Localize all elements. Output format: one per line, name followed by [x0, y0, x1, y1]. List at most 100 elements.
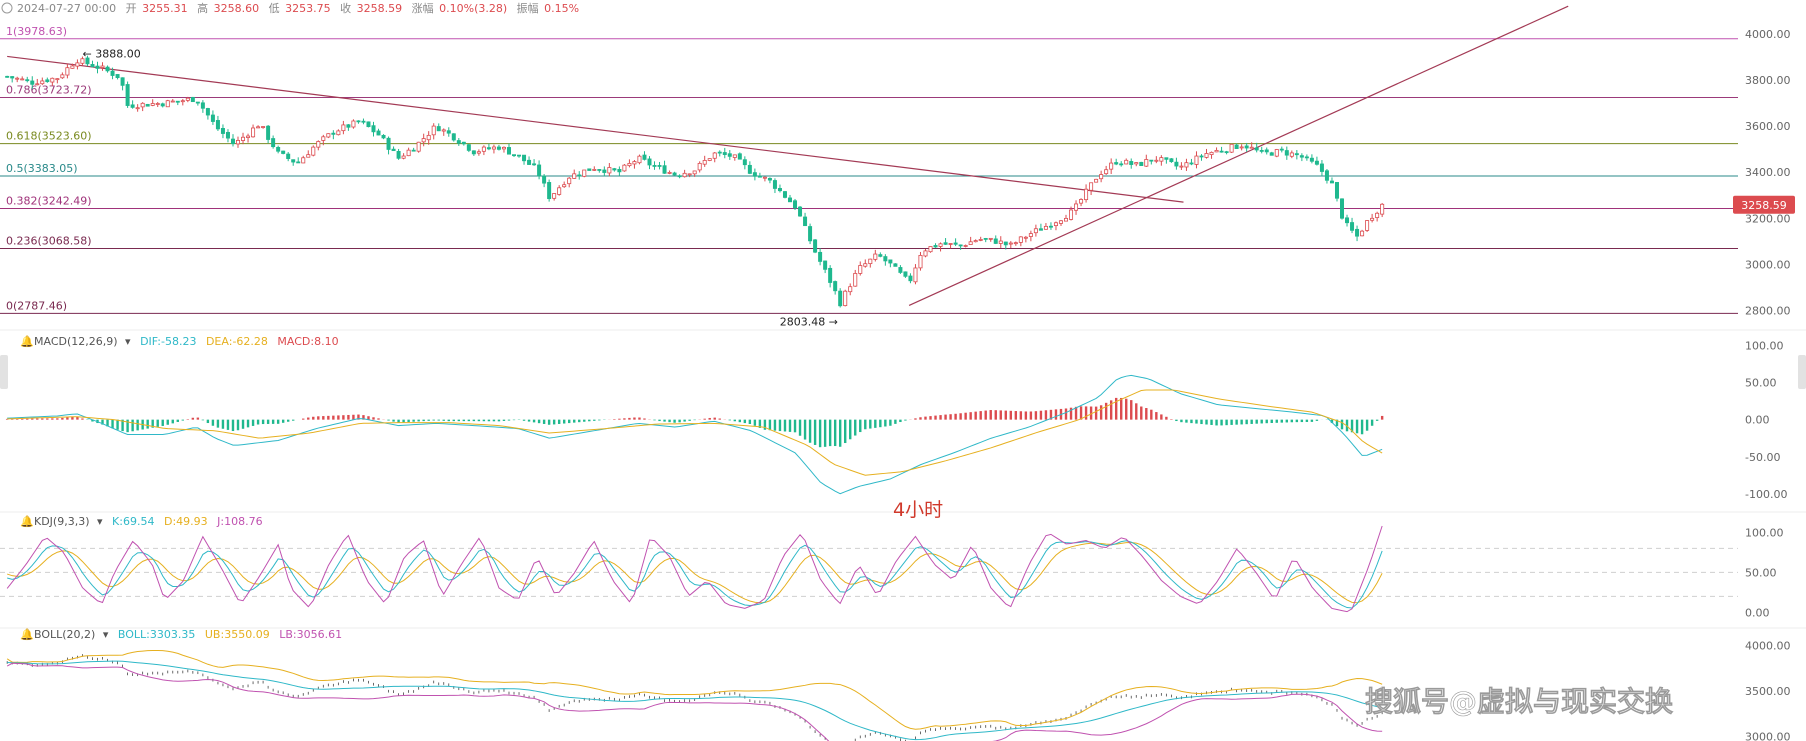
- candle-body: [682, 172, 687, 178]
- macd-histogram-bar: [959, 413, 962, 420]
- macd-histogram-bar: [497, 419, 501, 422]
- trend-line: [908, 5, 1569, 306]
- candle-body: [617, 168, 622, 173]
- candle-body: [717, 151, 722, 154]
- candle-body: [40, 80, 45, 85]
- boll-legend[interactable]: 🔔 BOLL(20,2) ▾ BOLL:3303.35 UB:3550.09 L…: [20, 628, 342, 641]
- macd-histogram-bar: [1175, 419, 1178, 422]
- candle-body: [1119, 163, 1124, 166]
- candle-body: [1169, 158, 1174, 163]
- macd-histogram-bar: [924, 416, 927, 420]
- chevron-down-icon: ▾: [103, 628, 109, 641]
- macd-histogram-bar: [121, 419, 124, 432]
- candle-body: [737, 153, 742, 160]
- candle-body: [1334, 182, 1339, 199]
- macd-histogram-bar: [964, 412, 967, 420]
- macd-histogram-bar: [91, 419, 94, 422]
- right-collapse-handle[interactable]: [1798, 355, 1806, 389]
- macd-histogram-bar: [327, 415, 330, 420]
- candle-body: [923, 250, 928, 257]
- candle-body: [1284, 150, 1289, 156]
- macd-histogram-bar: [427, 419, 430, 421]
- macd-histogram-bar: [387, 419, 390, 421]
- macd-histogram-bar: [1014, 411, 1018, 420]
- candle-body: [1174, 161, 1179, 167]
- candle-body: [1234, 144, 1239, 149]
- candle-body: [436, 126, 441, 132]
- macd-histogram-bar: [5, 418, 9, 420]
- fib-level-label: 0.382(3242.49): [6, 194, 92, 207]
- candle-body: [1370, 217, 1375, 221]
- kdj-j-line: [6, 525, 1383, 613]
- candle-body: [1149, 159, 1154, 162]
- macd-histogram-bar: [1150, 409, 1153, 420]
- macd-histogram-bar: [758, 419, 762, 428]
- candle-body: [762, 176, 767, 179]
- macd-histogram-bar: [1109, 400, 1113, 420]
- macd-histogram-bar: [467, 419, 471, 422]
- candle-body: [1219, 150, 1224, 153]
- candle-body: [105, 66, 110, 72]
- candle-body: [381, 134, 386, 139]
- candle-body: [396, 151, 401, 159]
- candle-body: [702, 160, 707, 165]
- candle-body: [512, 154, 517, 157]
- candle-body: [1069, 209, 1074, 220]
- macd-histogram-bar: [241, 419, 245, 429]
- candle-body: [1114, 162, 1119, 165]
- macd-histogram-bar: [658, 419, 661, 422]
- candle-body: [938, 243, 943, 247]
- macd-histogram-bar: [638, 417, 641, 420]
- macd-histogram-bar: [196, 417, 200, 420]
- candle-body: [818, 251, 823, 262]
- macd-legend[interactable]: 🔔 MACD(12,26,9) ▾ DIF:-58.23 DEA:-62.28 …: [20, 335, 339, 348]
- candle-body: [697, 162, 702, 171]
- trend-lines: [7, 5, 1569, 306]
- candle-body: [1109, 162, 1114, 170]
- candle-body: [692, 170, 697, 175]
- candle-body: [60, 74, 65, 79]
- candle-body: [722, 152, 727, 155]
- candle-body: [782, 191, 787, 198]
- candle-body: [506, 147, 511, 155]
- macd-histogram-bar: [1215, 419, 1218, 426]
- macd-histogram-bar: [1190, 419, 1193, 424]
- candle-body: [185, 97, 190, 101]
- macd-histogram-bar: [683, 419, 686, 422]
- macd-histogram-bar: [788, 419, 792, 432]
- kdj-axis-tick: 0.00: [1745, 606, 1770, 619]
- kdj-legend[interactable]: 🔔 KDJ(9,3,3) ▾ K:69.54 D:49.93 J:108.76: [20, 515, 263, 528]
- dif-line: [7, 374, 1383, 495]
- candle-body: [75, 62, 80, 67]
- candle-body: [517, 154, 522, 157]
- macd-histogram-bar: [833, 419, 837, 447]
- macd-histogram-bar: [332, 415, 335, 420]
- candle-body: [20, 78, 25, 81]
- candle-body: [1340, 198, 1345, 219]
- boll-panel: 4000.00 3500.00 3000.00: [6, 640, 1791, 741]
- header-date: 2024-07-27 00:00: [17, 2, 116, 15]
- fib-level-label: 0.618(3523.60): [6, 130, 92, 143]
- candle-body: [1139, 161, 1144, 166]
- macd-histogram-bar: [1185, 419, 1188, 423]
- macd-histogram-bar: [191, 417, 195, 420]
- kdj-k-line: [7, 540, 1383, 609]
- candle-body: [256, 126, 261, 129]
- candle-body: [35, 83, 40, 86]
- macd-histogram-bar: [56, 418, 59, 420]
- macd-histogram-bar: [859, 419, 862, 433]
- macd-histogram-bar: [1024, 411, 1028, 420]
- macd-axis-tick: -100.00: [1745, 488, 1787, 501]
- macd-histogram-bar: [347, 414, 350, 420]
- left-collapse-handle[interactable]: [0, 355, 8, 389]
- kdj-panel: 100.00 50.00 0.00: [0, 525, 1784, 619]
- macd-histogram-bar: [246, 419, 250, 428]
- macd-histogram-bar: [1265, 419, 1268, 424]
- candle-body: [65, 67, 70, 76]
- main-axis-tick: 2800.00: [1745, 304, 1791, 317]
- macd-histogram-bar: [487, 419, 491, 422]
- candle-body: [1124, 159, 1129, 165]
- macd-histogram-bar: [562, 419, 566, 424]
- macd-histogram-bar: [211, 419, 215, 426]
